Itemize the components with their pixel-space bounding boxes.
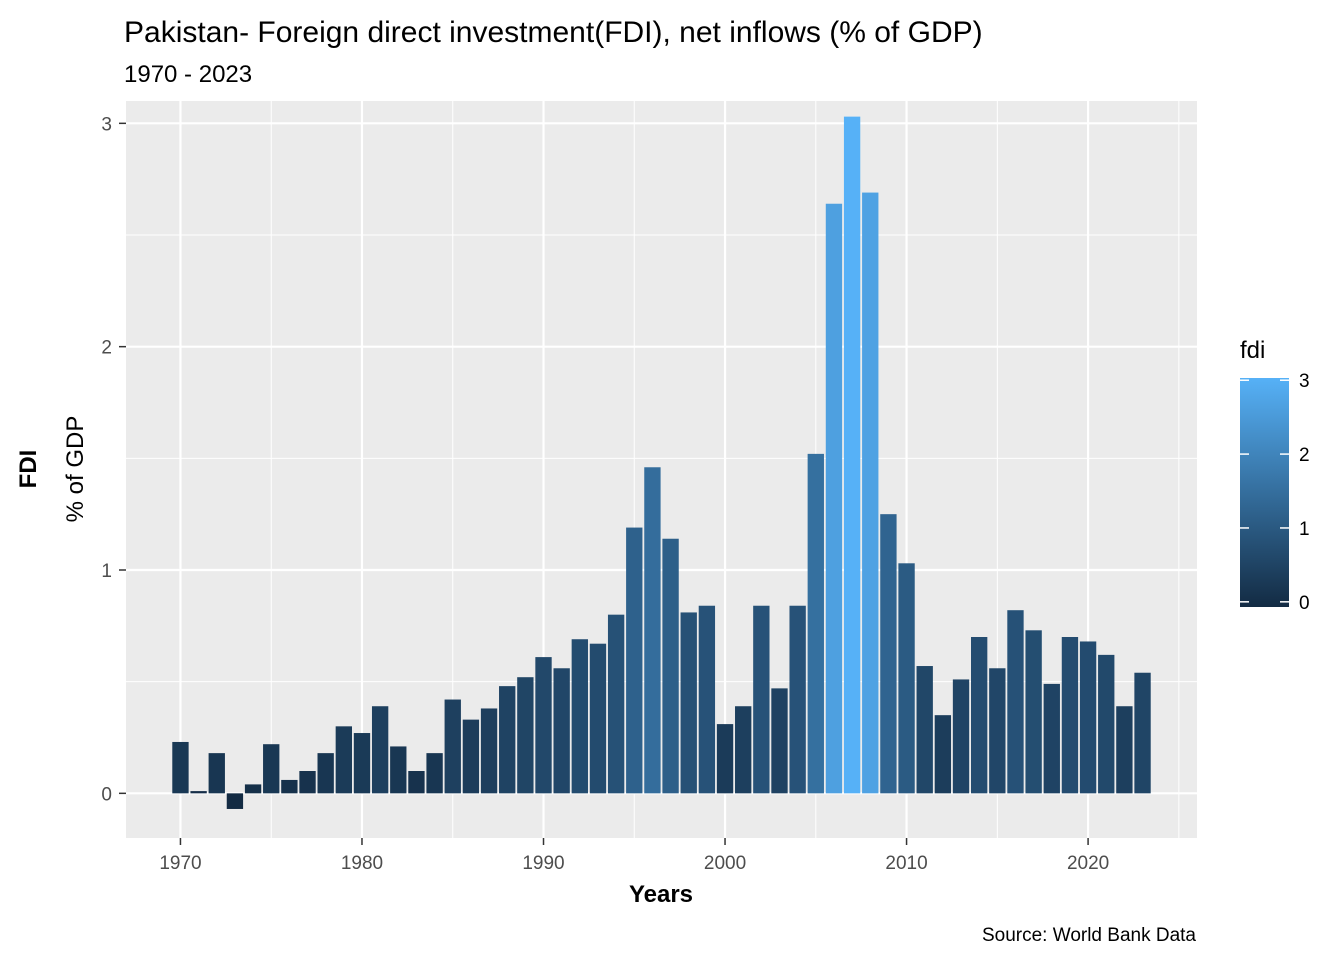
bar-2013 — [952, 679, 970, 794]
bar-1983 — [408, 771, 425, 794]
bar-2003 — [771, 688, 788, 794]
legend-tick-label: 1 — [1299, 519, 1310, 540]
x-tick-label: 2020 — [1067, 853, 1109, 874]
bar-1986 — [462, 719, 480, 794]
bar-2007 — [843, 116, 861, 794]
bar-1993 — [589, 643, 607, 794]
bar-1978 — [317, 753, 334, 794]
bar-2001 — [735, 706, 752, 794]
x-tick-label: 2010 — [885, 853, 927, 874]
bar-1971 — [190, 791, 207, 794]
bar-2004 — [789, 605, 806, 794]
bar-2012 — [934, 715, 952, 794]
legend-tick-label: 3 — [1299, 371, 1310, 392]
bar-2011 — [916, 666, 933, 794]
bar-1979 — [335, 726, 352, 794]
bar-2000 — [716, 724, 734, 794]
bar-1972 — [208, 753, 225, 794]
x-axis-title: Years — [629, 881, 693, 908]
bar-2022 — [1116, 706, 1133, 794]
bar-1984 — [426, 753, 443, 794]
y-tick-label: 2 — [101, 338, 112, 359]
bar-2009 — [880, 514, 897, 794]
legend: fdi 0 1 2 3 — [1240, 337, 1310, 614]
bar-1980 — [353, 733, 371, 794]
bar-1996 — [644, 467, 661, 794]
x-tick-label: 1980 — [341, 853, 383, 874]
x-tick-label: 2000 — [704, 853, 746, 874]
x-tick-label: 1990 — [522, 853, 564, 874]
bar-2019 — [1061, 637, 1079, 794]
bar-1994 — [607, 614, 625, 794]
bar-2023 — [1134, 672, 1151, 794]
bar-1970 — [172, 741, 189, 794]
bar-2014 — [971, 637, 988, 794]
y-axis-ticks: 0 1 2 3 — [101, 114, 126, 805]
bar-1974 — [244, 784, 262, 794]
bar-2005 — [807, 453, 824, 794]
y-tick-label: 3 — [101, 114, 112, 135]
legend-tick-label: 2 — [1299, 445, 1310, 466]
legend-tick-label: 0 — [1299, 593, 1310, 614]
bar-1985 — [444, 699, 461, 794]
bars — [172, 116, 1151, 809]
bar-1988 — [499, 686, 516, 794]
bar-1989 — [517, 677, 534, 794]
bar-1987 — [480, 708, 498, 794]
bar-1977 — [299, 771, 316, 794]
bar-2016 — [1007, 610, 1024, 794]
x-axis-ticks: 1970 1980 1990 2000 2010 2020 — [159, 838, 1109, 874]
bar-2002 — [753, 605, 770, 794]
bar-2015 — [989, 668, 1006, 794]
y-tick-label: 1 — [101, 561, 112, 582]
bar-1995 — [626, 527, 643, 794]
bar-2006 — [825, 203, 843, 794]
bar-1992 — [571, 639, 588, 794]
legend-ticks: 0 1 2 3 — [1240, 371, 1310, 614]
bar-2010 — [898, 563, 915, 794]
bar-2008 — [862, 192, 879, 794]
bar-1975 — [263, 744, 280, 794]
bar-1999 — [698, 605, 716, 794]
bar-1976 — [281, 779, 298, 794]
legend-colorbar — [1240, 378, 1289, 607]
bar-2018 — [1043, 683, 1060, 794]
bar-1973 — [226, 793, 244, 809]
chart-subtitle: 1970 - 2023 — [124, 61, 252, 88]
y-axis-title: % of GDP — [62, 416, 89, 523]
bar-1998 — [680, 612, 697, 794]
bar-2021 — [1098, 654, 1115, 794]
bar-1997 — [662, 538, 679, 794]
y-tick-label: 0 — [101, 784, 112, 805]
y-axis-title-bold: FDI — [15, 450, 42, 489]
chart-caption: Source: World Bank Data — [982, 925, 1196, 946]
bar-1981 — [371, 706, 389, 794]
bar-2017 — [1025, 630, 1042, 794]
chart-title: Pakistan- Foreign direct investment(FDI)… — [124, 16, 983, 49]
bar-1991 — [553, 668, 570, 794]
bar-1990 — [535, 657, 552, 794]
bar-2020 — [1079, 641, 1097, 794]
x-tick-label: 1970 — [159, 853, 201, 874]
legend-title: fdi — [1240, 337, 1265, 364]
bar-1982 — [390, 746, 407, 794]
